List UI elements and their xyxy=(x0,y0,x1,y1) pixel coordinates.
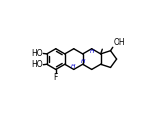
Text: OH: OH xyxy=(113,38,125,47)
Text: HO: HO xyxy=(32,60,43,69)
Text: Ḧ: Ḧ xyxy=(81,58,85,64)
Text: H: H xyxy=(90,49,94,54)
Text: HO: HO xyxy=(32,49,43,58)
Text: Ḧ: Ḧ xyxy=(71,64,75,69)
Text: F: F xyxy=(54,73,58,82)
